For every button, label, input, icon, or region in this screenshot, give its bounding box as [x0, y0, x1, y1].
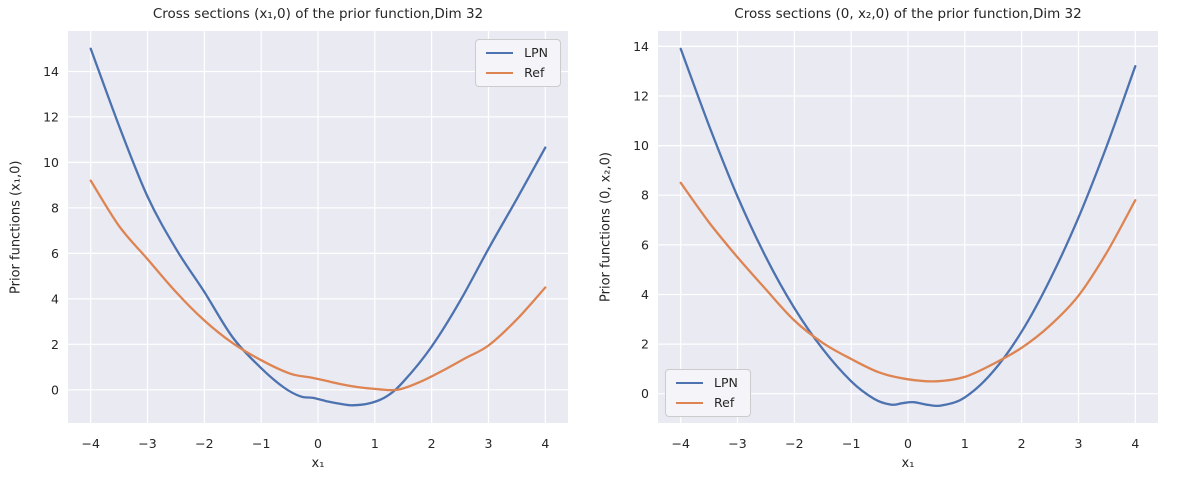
grid-lines: [658, 31, 1158, 423]
y-tick-label: 8: [51, 200, 59, 215]
ref-line-swatch: [486, 71, 514, 74]
legend-item: LPN: [676, 375, 738, 390]
y-axis-label: Prior functions (0, x₂,0): [598, 152, 614, 302]
ref-curve: [679, 181, 1137, 383]
x-tick-label: 4: [541, 436, 549, 451]
x-tick-label: 0: [314, 436, 322, 451]
lpn-curve: [679, 47, 1137, 408]
y-tick-label: 10: [43, 155, 59, 170]
x-tick-label: −1: [252, 436, 270, 451]
y-tick-label: 12: [43, 109, 59, 124]
x-tick-label: −3: [138, 436, 156, 451]
x-tick-label: 2: [428, 436, 436, 451]
legend: LPN Ref: [665, 369, 751, 417]
x-tick-label: 0: [904, 436, 912, 451]
y-tick-label: 0: [641, 386, 649, 401]
lpn-curve: [89, 47, 547, 407]
lpn-line-swatch: [486, 52, 514, 55]
legend-item: Ref: [486, 64, 548, 80]
lpn-line-swatch: [676, 382, 703, 385]
x-tick-label: 3: [485, 436, 493, 451]
y-tick-label: 10: [633, 138, 649, 153]
y-tick-label: 12: [633, 89, 649, 104]
x-tick-label: −4: [81, 436, 99, 451]
y-axis-label: Prior functions (x₁,0): [8, 160, 24, 294]
x-tick-label: −4: [671, 436, 689, 451]
y-tick-label: 6: [51, 246, 59, 261]
legend-label: LPN: [714, 375, 738, 390]
plot-title: Cross sections (0, x₂,0) of the prior fu…: [734, 6, 1082, 22]
x-tick-labels: −4 −3 −2 −1 0 1 2 3 4: [81, 436, 549, 451]
x-tick-label: 3: [1075, 436, 1083, 451]
legend-item: LPN: [486, 45, 548, 60]
y-tick-label: 0: [51, 382, 59, 397]
legend-item: Ref: [676, 394, 738, 410]
x-tick-label: −1: [842, 436, 860, 451]
plot-title: Cross sections (x₁,0) of the prior funct…: [152, 6, 484, 22]
x-tick-label: 1: [961, 436, 969, 451]
y-tick-label: 14: [43, 64, 59, 79]
legend-label: Ref: [714, 394, 735, 410]
ref-curve: [89, 179, 547, 392]
grid-lines: [68, 31, 568, 423]
y-tick-labels: 0 2 4 6 8 10 12 14: [43, 64, 59, 397]
legend: LPN Ref: [475, 39, 561, 87]
x-tick-labels: −4 −3 −2 −1 0 1 2 3 4: [671, 436, 1139, 451]
y-tick-labels: 0 2 4 6 8 10 12 14: [633, 39, 649, 401]
y-tick-label: 2: [51, 337, 59, 352]
legend-label: LPN: [524, 45, 548, 60]
subplot-left: −4 −3 −2 −1 0 1 2 3 4 0 2 4 6 8 10 12 14 Cross sections …: [8, 6, 568, 471]
x-tick-label: −2: [785, 436, 803, 451]
ref-line-swatch: [676, 401, 703, 404]
x-tick-label: 2: [1018, 436, 1026, 451]
x-tick-label: 4: [1131, 436, 1139, 451]
y-tick-label: 2: [641, 337, 649, 352]
y-tick-label: 4: [51, 291, 59, 306]
y-tick-label: 4: [641, 287, 649, 302]
x-axis-label: x₁: [901, 456, 915, 471]
x-axis-label: x₁: [311, 456, 325, 471]
y-tick-label: 8: [641, 188, 649, 203]
y-tick-label: 14: [633, 39, 649, 54]
x-tick-label: −2: [195, 436, 213, 451]
y-tick-label: 6: [641, 237, 649, 252]
subplot-right: −4 −3 −2 −1 0 1 2 3 4 0 2 4 6 8 10 12 14 Cross sections …: [592, 0, 1184, 484]
x-tick-label: −3: [728, 436, 746, 451]
legend-label: Ref: [524, 64, 545, 80]
x-tick-label: 1: [371, 436, 379, 451]
